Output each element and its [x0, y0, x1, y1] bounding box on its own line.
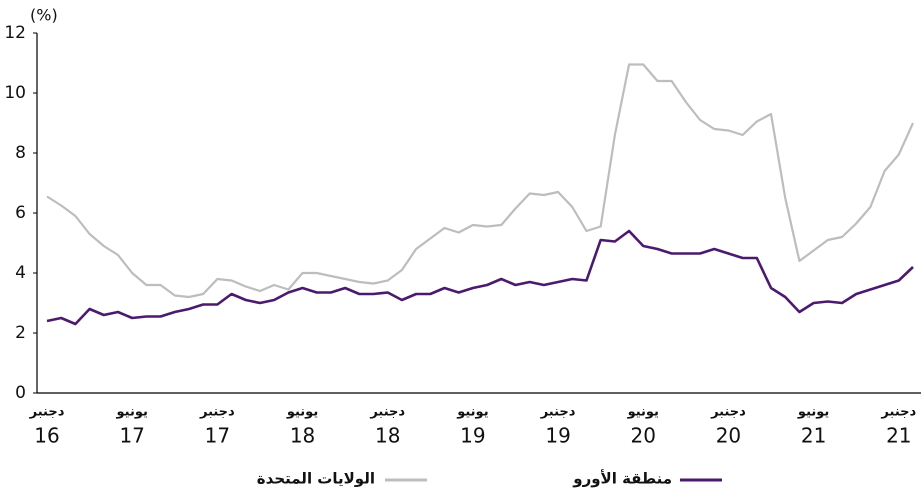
x-tick-year: 19 [545, 424, 570, 448]
x-tick-label: دجنبر [880, 405, 916, 420]
x-tick-year: 20 [631, 424, 656, 448]
x-tick-year: 20 [716, 424, 741, 448]
x-tick-label: يونيو [115, 405, 147, 420]
x-tick-label: دجنبر [199, 405, 235, 420]
y-unit: (%) [30, 6, 58, 25]
x-tick-year: 21 [801, 424, 826, 448]
y-tick-label: 8 [15, 143, 26, 163]
x-tick-year: 18 [375, 424, 400, 448]
legend-label: منطقة الأورو [572, 470, 672, 488]
x-tick-label: يونيو [286, 405, 318, 420]
x-tick-year: 17 [119, 424, 144, 448]
y-tick-label: 10 [4, 83, 26, 103]
y-tick-label: 6 [15, 203, 26, 223]
x-tick-year: 18 [290, 424, 315, 448]
series-line [46, 63, 915, 299]
x-tick-year: 16 [34, 424, 59, 448]
y-tick-label: 0 [15, 383, 26, 403]
y-tick-label: 4 [15, 263, 26, 283]
x-tick-year: 21 [886, 424, 911, 448]
x-tick-label: دجنبر [540, 405, 576, 420]
x-tick-label: دجنبر [29, 405, 65, 420]
x-tick-label: يونيو [627, 405, 659, 420]
series-line [46, 229, 914, 326]
x-tick-year: 19 [460, 424, 485, 448]
x-tick-label: يونيو [797, 405, 829, 420]
x-tick-year: 17 [205, 424, 230, 448]
x-tick-label: دجنبر [369, 405, 405, 420]
x-tick-label: يونيو [456, 405, 488, 420]
x-tick-label: دجنبر [710, 405, 746, 420]
y-tick-label: 2 [15, 323, 26, 343]
y-tick-label: 12 [4, 23, 26, 43]
legend-label: الولايات المتحدة [257, 470, 375, 488]
